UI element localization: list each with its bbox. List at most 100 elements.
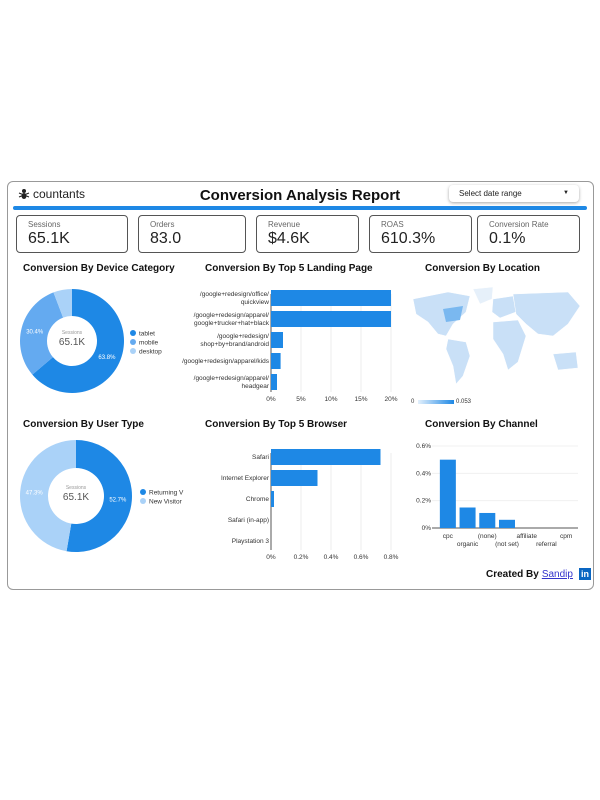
legend-label[interactable]: mobile [139,340,159,347]
map-africa [492,319,527,371]
map-legend-gradient [418,400,454,404]
category-label: Internet Explorer [221,475,270,482]
category-label: referral [536,541,557,548]
category-label: /google+redesign/ [217,333,269,340]
legend-label[interactable]: New Visitor [149,499,183,506]
tick-label: 0% [266,554,276,561]
category-label: /google+redesign/apparel/ [194,375,270,382]
kpi-label: ROAS [381,220,404,229]
world-map[interactable] [408,284,588,396]
map-australia [552,351,579,371]
legend-swatch [130,348,136,354]
category-label: google+trucker+hat+black [194,320,270,327]
section-title-channel: Conversion By Channel [425,419,538,430]
kpi-value: 0.1% [489,230,526,247]
author-link[interactable]: Sandip [541,568,573,580]
tick-label: 0.8% [384,554,399,561]
category-label: quickview [241,299,269,306]
tick-label: 15% [354,396,367,403]
category-label: /google+redesign/office/ [200,291,269,298]
map-legend-min: 0 [411,399,415,405]
slice-new-visitor[interactable] [20,440,76,552]
date-range-label: Select date range [459,189,522,198]
tick-label: 0.6% [416,443,431,450]
kpi-card-orders: Orders 83.0 [138,215,246,253]
ant-icon [18,189,30,199]
legend-label[interactable]: Returning V [149,490,184,497]
legend-label[interactable]: tablet [139,331,155,338]
section-title-user-type: Conversion By User Type [23,419,144,430]
logo-text: countants [33,187,86,201]
kpi-value: 65.1K [28,230,70,247]
map-europe [491,295,517,319]
tick-label: 10% [324,396,337,403]
bar[interactable] [439,459,456,528]
legend-label[interactable]: desktop [139,349,162,356]
bar[interactable] [271,470,318,486]
category-label: cpc [443,533,454,540]
bar[interactable] [271,290,391,306]
slice-mobile[interactable] [19,292,64,375]
category-label: cpm [560,533,572,540]
bar[interactable] [271,332,283,348]
bar[interactable] [271,374,277,390]
kpi-label: Conversion Rate [489,220,549,229]
section-title-browser: Conversion By Top 5 Browser [205,419,348,430]
created-by-label: Created By [486,568,539,580]
kpi-value: 83.0 [150,230,182,247]
legend-swatch [140,489,146,495]
slice-value-label: 63.8% [98,355,116,361]
category-label: shop+by+brand/android [200,341,269,348]
tick-label: 0.4% [416,470,431,477]
legend-swatch [130,330,136,336]
bar[interactable] [459,507,476,529]
kpi-card-roas: ROAS 610.3% [369,215,472,253]
map-south-america [445,338,471,385]
kpi-card-revenue: Revenue $4.6K [256,215,359,253]
category-label: /google+redesign/apparel/kids [182,358,270,365]
category-label: (none) [478,533,497,540]
category-label: Playstation 3 [232,538,270,545]
center-value: 65.1K [59,337,85,348]
category-label: affiliate [516,533,537,540]
slice-returning-v[interactable] [66,440,133,553]
bar[interactable] [271,491,274,507]
center-label: Sessions [66,485,87,491]
slice-value-label: 30.4% [26,329,44,335]
section-title-landing: Conversion By Top 5 Landing Page [205,263,373,274]
tick-label: 20% [384,396,397,403]
tick-label: 0.6% [354,554,369,561]
bar[interactable] [271,449,381,465]
category-label: /google+redesign/apparel/ [194,312,270,319]
category-label: Safari (in-app) [228,517,269,524]
date-range-select[interactable]: Select date range ▼ [449,185,579,202]
tick-label: 5% [296,396,306,403]
tick-label: 0% [266,396,276,403]
kpi-value: $4.6K [268,230,310,247]
slice-tablet[interactable] [32,289,124,393]
bar[interactable] [499,519,515,528]
map-greenland [472,286,494,305]
header-divider [13,206,587,210]
slice-desktop[interactable] [53,289,72,318]
center-value: 65.1K [63,492,89,503]
center-label: Sessions [62,330,83,336]
kpi-card-conversion-rate: Conversion Rate 0.1% [477,215,580,253]
linkedin-icon[interactable]: in [578,568,591,580]
bar[interactable] [479,512,496,528]
category-label: (not set) [495,541,519,548]
legend-swatch [140,498,146,504]
bar[interactable] [271,353,281,369]
kpi-label: Revenue [268,220,301,229]
tick-label: 0.4% [324,554,339,561]
kpi-label: Sessions [28,220,61,229]
section-title-device: Conversion By Device Category [23,263,175,274]
tick-label: 0.2% [416,498,431,505]
legend-swatch [130,339,136,345]
slice-value-label: 52.7% [109,498,127,504]
page-title: Conversion Analysis Report [199,187,401,204]
category-label: Chrome [246,496,270,503]
bar[interactable] [271,311,391,327]
countants-logo: countants [18,187,85,201]
